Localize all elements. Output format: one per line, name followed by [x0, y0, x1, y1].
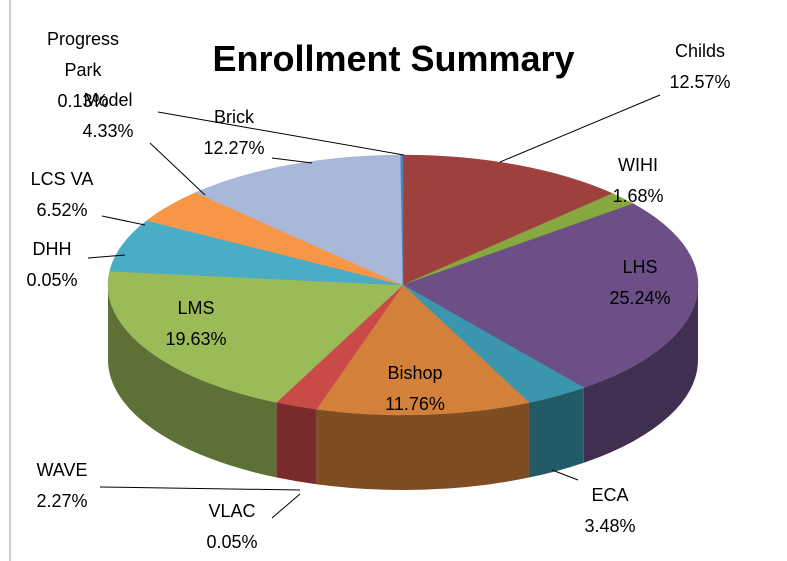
leader-line [87, 254, 126, 259]
slice-side [528, 387, 584, 478]
label-value: 12.57% [669, 72, 731, 92]
leader-line [271, 493, 301, 519]
label-name: VLAC [208, 501, 256, 521]
label-value: 4.33% [82, 121, 134, 141]
label-value: 25.24% [609, 288, 671, 308]
data-label: Model 4.33% [63, 85, 153, 147]
slice [107, 270, 404, 403]
data-label: WAVE 2.27% [17, 455, 107, 517]
leader-line [149, 142, 206, 196]
data-label: WIHI 1.68% [593, 150, 683, 212]
label-name: ECA [591, 485, 629, 505]
label-name: Progress Park [46, 29, 120, 80]
data-label: Childs 12.57% [645, 36, 755, 98]
leader-line [101, 215, 146, 226]
slice [109, 220, 404, 286]
label-value: 3.48% [584, 516, 636, 536]
label-value: 12.27% [203, 138, 265, 158]
label-value: 6.52% [36, 200, 88, 220]
slice [195, 154, 404, 286]
label-value: 0.05% [206, 532, 258, 552]
leader-line [99, 486, 301, 491]
label-value: 1.68% [612, 186, 664, 206]
data-label: LMS 19.63% [141, 293, 251, 355]
label-name: Childs [674, 41, 726, 61]
chart-title: Enrollment Summary [212, 38, 575, 79]
label-value: 2.27% [36, 491, 88, 511]
label-value: 0.13% [57, 91, 109, 111]
label-name: Model [83, 90, 133, 110]
data-label: LHS 25.24% [595, 252, 685, 314]
leader-line [499, 94, 661, 163]
label-name: Brick [214, 107, 254, 127]
data-label: LCS VA 6.52% [12, 164, 112, 226]
slice [402, 154, 614, 286]
data-label: Brick 12.27% [184, 102, 284, 164]
label-value: 11.76% [385, 394, 445, 414]
data-label: ECA 3.48% [565, 480, 655, 542]
label-name: DHH [32, 239, 72, 259]
leader-line [157, 111, 405, 156]
label-name: LMS [177, 298, 215, 318]
data-label: Bishop 11.76% [360, 358, 470, 420]
slice-side [315, 409, 317, 485]
label-value: 19.63% [165, 329, 227, 349]
slice-side [583, 285, 698, 463]
data-label: VLAC 0.05% [187, 496, 277, 558]
data-label: Progress Park 0.13% [38, 24, 128, 117]
label-value: 0.05% [26, 270, 78, 290]
slice-side [316, 402, 529, 490]
slice-side [276, 402, 316, 485]
slice [402, 203, 699, 388]
label-name: LCS VA [30, 169, 94, 189]
slice [315, 284, 530, 416]
leader-line [551, 469, 579, 481]
data-label: DHH 0.05% [7, 234, 97, 296]
leader-line [271, 157, 313, 164]
slice-side [108, 285, 277, 478]
label-name: Bishop [387, 363, 443, 383]
label-name: WAVE [36, 460, 88, 480]
label-name: LHS [622, 257, 658, 277]
label-name: WIHI [618, 155, 658, 175]
